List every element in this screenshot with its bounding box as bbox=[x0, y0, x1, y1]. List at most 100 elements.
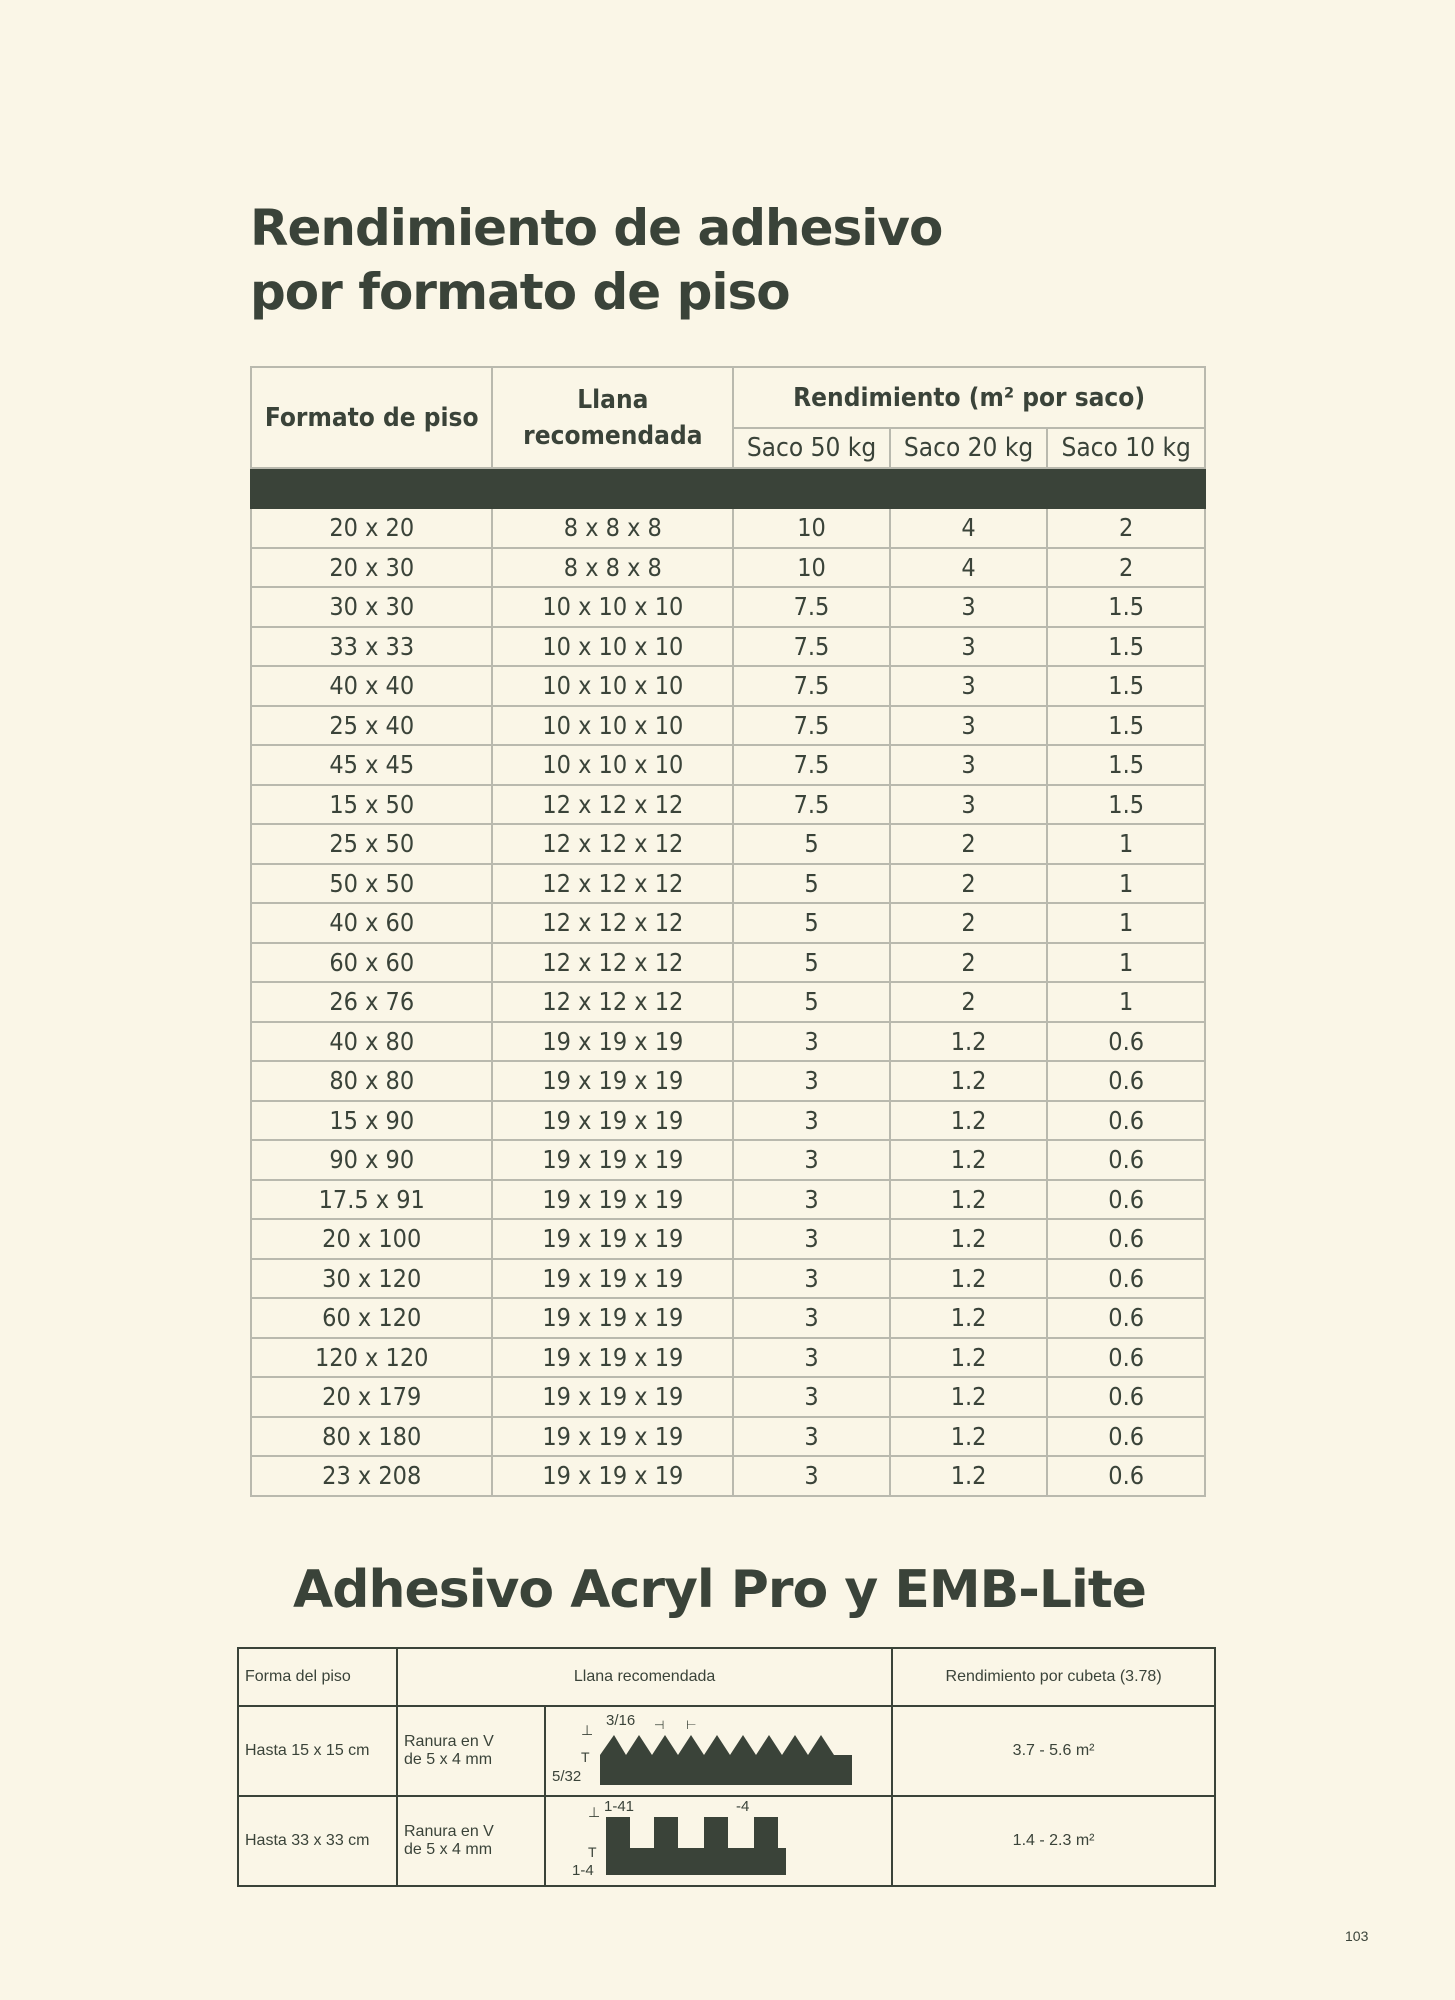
table-cell: 1.2 bbox=[888, 1218, 1049, 1260]
table-cell: 3 bbox=[888, 783, 1049, 825]
table-cell: 3 bbox=[732, 1257, 891, 1299]
table-row: 33 x 33 10 x 10 x 10 7.5 3 1.5 bbox=[249, 625, 1206, 667]
acryl-pro-table: Forma del piso Llana recomendada Rendimi… bbox=[237, 1647, 1216, 1887]
table-cell: 0.6 bbox=[1046, 1099, 1206, 1141]
table-cell: 4 bbox=[888, 546, 1049, 588]
table-cell: 3 bbox=[888, 586, 1049, 628]
table-cell: 10 bbox=[732, 507, 891, 549]
table-cell: 1.2 bbox=[888, 1178, 1049, 1220]
table-cell: 19 x 19 x 19 bbox=[491, 1257, 735, 1299]
svg-text:5/32: 5/32 bbox=[552, 1768, 581, 1785]
table-cell: 19 x 19 x 19 bbox=[491, 1139, 735, 1181]
table-cell: 10 x 10 x 10 bbox=[491, 625, 735, 667]
table-cell: 0.6 bbox=[1046, 1218, 1206, 1260]
table-cell: 3 bbox=[732, 1139, 891, 1181]
svg-text:-4: -4 bbox=[736, 1798, 749, 1815]
table-cell: 19 x 19 x 19 bbox=[491, 1178, 735, 1220]
table-cell: 45 x 45 bbox=[249, 744, 494, 786]
header-saco10: Saco 10 kg bbox=[1046, 427, 1206, 469]
table-row: 60 x 60 12 x 12 x 12 5 2 1 bbox=[249, 941, 1206, 983]
table-cell: 0.6 bbox=[1046, 1297, 1206, 1339]
table-cell: 0.6 bbox=[1046, 1060, 1206, 1102]
table-row: 90 x 90 19 x 19 x 19 3 1.2 0.6 bbox=[249, 1139, 1206, 1181]
svg-text:⊥: ⊥ bbox=[588, 1804, 600, 1820]
table-row: 80 x 180 19 x 19 x 19 3 1.2 0.6 bbox=[249, 1415, 1206, 1457]
table-cell: 12 x 12 x 12 bbox=[491, 941, 735, 983]
table-cell: 19 x 19 x 19 bbox=[491, 1218, 735, 1260]
table-cell: 1 bbox=[1046, 862, 1206, 904]
table-row: 40 x 60 12 x 12 x 12 5 2 1 bbox=[249, 902, 1206, 944]
table-cell: 1.5 bbox=[1046, 783, 1206, 825]
page-number: 103 bbox=[1345, 1928, 1369, 1944]
table-cell: 12 x 12 x 12 bbox=[491, 981, 735, 1023]
table-cell: 15 x 90 bbox=[249, 1099, 494, 1141]
table-cell: 3 bbox=[888, 704, 1049, 746]
table-cell: 80 x 80 bbox=[249, 1060, 494, 1102]
svg-text:1-4: 1-4 bbox=[572, 1862, 594, 1879]
header-formato: Formato de piso bbox=[249, 366, 494, 469]
table-cell: 3 bbox=[888, 625, 1049, 667]
table-row: 60 x 120 19 x 19 x 19 3 1.2 0.6 bbox=[249, 1297, 1206, 1339]
table-cell: 2 bbox=[888, 941, 1049, 983]
table-row: 80 x 80 19 x 19 x 19 3 1.2 0.6 bbox=[249, 1060, 1206, 1102]
header-llana: Llana recomendada bbox=[491, 366, 735, 469]
table-cell: 2 bbox=[888, 981, 1049, 1023]
table-cell: 33 x 33 bbox=[249, 625, 494, 667]
header-rendimiento: Rendimiento (m² por saco) bbox=[732, 366, 1206, 429]
table-cell: 5 bbox=[732, 941, 891, 983]
table-row: 120 x 120 19 x 19 x 19 3 1.2 0.6 bbox=[249, 1336, 1206, 1378]
table-cell: 1.2 bbox=[888, 1139, 1049, 1181]
table-cell: 40 x 80 bbox=[249, 1020, 494, 1062]
adhesive-yield-table: Formato de piso Llana recomendada Rendim… bbox=[249, 366, 1206, 1497]
table-cell: 12 x 12 x 12 bbox=[491, 902, 735, 944]
table-cell: 60 x 60 bbox=[249, 941, 494, 983]
table-cell: 30 x 120 bbox=[249, 1257, 494, 1299]
table-row: 45 x 45 10 x 10 x 10 7.5 3 1.5 bbox=[249, 744, 1206, 786]
table-cell: 1.2 bbox=[888, 1376, 1049, 1418]
table-cell: 0.6 bbox=[1046, 1178, 1206, 1220]
table-cell: 3 bbox=[732, 1099, 891, 1141]
table-cell: 5 bbox=[732, 823, 891, 865]
table-cell: 7.5 bbox=[732, 704, 891, 746]
table-cell: 1.5 bbox=[1046, 704, 1206, 746]
table-cell: 3 bbox=[888, 665, 1049, 707]
table-cell: 1.5 bbox=[1046, 586, 1206, 628]
table-row: 26 x 76 12 x 12 x 12 5 2 1 bbox=[249, 981, 1206, 1023]
table-cell: 7.5 bbox=[732, 586, 891, 628]
table-cell: 3 bbox=[732, 1376, 891, 1418]
table-cell: 1.5 bbox=[1046, 625, 1206, 667]
table-cell: 10 x 10 x 10 bbox=[491, 586, 735, 628]
table-cell: 60 x 120 bbox=[249, 1297, 494, 1339]
table-cell: 5 bbox=[732, 902, 891, 944]
table-cell: 40 x 40 bbox=[249, 665, 494, 707]
table-cell: 1 bbox=[1046, 941, 1206, 983]
table-cell: 12 x 12 x 12 bbox=[491, 862, 735, 904]
table-cell: 20 x 100 bbox=[249, 1218, 494, 1260]
table-cell: 1.5 bbox=[1046, 744, 1206, 786]
header-saco50: Saco 50 kg bbox=[732, 427, 891, 469]
table-cell: 3 bbox=[732, 1218, 891, 1260]
table-cell: 40 x 60 bbox=[249, 902, 494, 944]
table-cell: 30 x 30 bbox=[249, 586, 494, 628]
table-cell: 0.6 bbox=[1046, 1020, 1206, 1062]
table-cell: 3 bbox=[732, 1336, 891, 1378]
table-cell: 23 x 208 bbox=[249, 1455, 494, 1497]
table-cell: 10 bbox=[732, 546, 891, 588]
table-cell: 10 x 10 x 10 bbox=[491, 704, 735, 746]
table-row: 20 x 20 8 x 8 x 8 10 4 2 bbox=[249, 507, 1206, 549]
table-cell: 3 bbox=[888, 744, 1049, 786]
table-cell: 20 x 20 bbox=[249, 507, 494, 549]
table-cell: 1.2 bbox=[888, 1020, 1049, 1062]
table-cell: 0.6 bbox=[1046, 1257, 1206, 1299]
table-cell: 0.6 bbox=[1046, 1336, 1206, 1378]
table-cell: 20 x 179 bbox=[249, 1376, 494, 1418]
table-cell: 12 x 12 x 12 bbox=[491, 823, 735, 865]
square-notch-trowel-icon: 1-41 -4 1-4 ⊥ T bbox=[572, 1798, 787, 1879]
table-cell: 2 bbox=[888, 823, 1049, 865]
table-row: 20 x 100 19 x 19 x 19 3 1.2 0.6 bbox=[249, 1218, 1206, 1260]
table-cell: 1.2 bbox=[888, 1455, 1049, 1497]
table-row: 20 x 30 8 x 8 x 8 10 4 2 bbox=[249, 546, 1206, 588]
table-cell: 2 bbox=[1046, 507, 1206, 549]
table-cell: 2 bbox=[888, 902, 1049, 944]
